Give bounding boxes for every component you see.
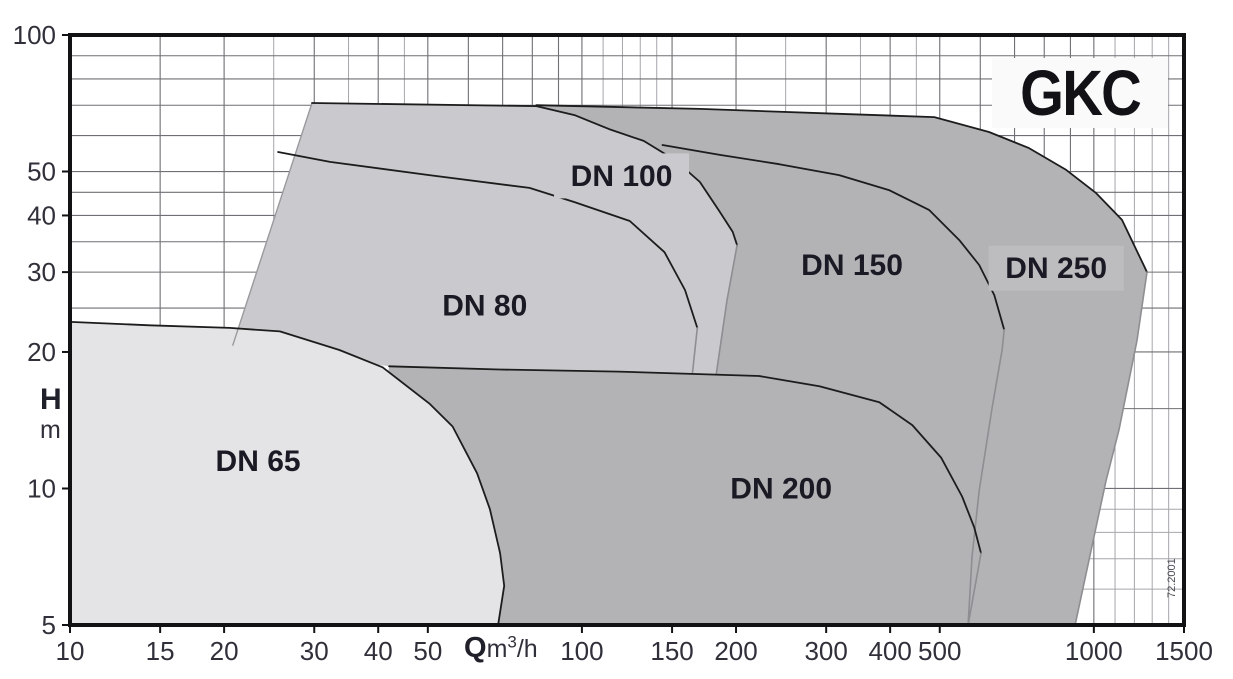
plot-border [68,33,1186,627]
x-axis-unit-m: m [486,635,508,663]
x-tick-1500: 1500 [1155,636,1213,666]
region-fill-dn200 [354,366,981,625]
region-label-dn200: DN 200 [730,472,832,505]
region-fills [70,103,1147,625]
boundary-curve-dn100 [311,102,738,247]
x-axis-label: Qm3/h [464,632,538,665]
boundary-curve-dn250 [535,104,1148,273]
boundary-edge-dn250 [1074,271,1148,625]
x-tick-500: 500 [918,636,961,666]
boundary-edge-dn200 [967,552,982,625]
y-axis-label-H: H [40,383,62,416]
y-tick-40: 40 [27,200,56,230]
region-label-box-dn80 [428,283,542,329]
boundary-edge-dn150 [967,328,1005,625]
region-label-dn65: DN 65 [216,445,301,478]
boundary-edge-dn100 [715,244,738,375]
x-tick-10: 10 [56,636,85,666]
x-axis-label-Q: Q [464,632,487,664]
x-tick-300: 300 [804,636,847,666]
x-axis-unit-suffix: /h [516,635,538,663]
region-labels: DN 250 DN 150 DN 100 DN 80 DN 200 DN 65 [201,153,1124,511]
boundary-curve-dn65 [70,321,506,625]
series-title-box: GKC [992,58,1168,128]
region-label-dn80: DN 80 [442,290,527,323]
x-tick-400: 400 [868,636,911,666]
axis-ticks: 10 15 20 30 40 50 100 150 200 300 400 500 1000 1500 10… [13,20,1213,666]
x-tick-150: 150 [650,636,693,666]
x-axis-unit-exponent: 3 [507,632,517,652]
boundary-edge-dn80 [691,327,699,374]
y-tick-5: 5 [42,610,56,640]
region-label-box-dn250 [988,245,1124,291]
x-tick-15: 15 [146,636,175,666]
region-label-box-dn100 [554,153,690,199]
region-label-box-dn150 [784,242,920,288]
x-tick-200: 200 [714,636,757,666]
x-tick-40: 40 [364,636,393,666]
y-tick-20: 20 [27,337,56,367]
region-label-dn250: DN 250 [1005,252,1107,285]
x-tick-50: 50 [413,636,442,666]
x-tick-20: 20 [210,636,239,666]
boundary-curve-dn150 [661,144,1006,331]
boundary-slant-dn100 [232,102,313,346]
region-label-dn150: DN 150 [801,249,903,282]
region-boundaries [70,102,1148,625]
y-tick-10: 10 [27,473,56,503]
region-label-box-dn200 [713,465,849,511]
y-axis-unit-m: m [40,416,61,444]
x-tick-100: 100 [560,636,603,666]
region-label-box-dn65 [201,438,315,484]
region-label-dn100: DN 100 [571,160,673,193]
y-tick-100: 100 [13,20,56,50]
x-tick-1000: 1000 [1065,636,1123,666]
y-tick-30: 30 [27,257,56,287]
y-tick-50: 50 [27,157,56,187]
series-title: GKC [1020,57,1142,129]
boundary-curve-dn200 [388,365,982,555]
document-code: 72.2001 [1166,558,1226,598]
x-tick-30: 30 [300,636,329,666]
boundary-curve-dn80 [277,151,699,329]
